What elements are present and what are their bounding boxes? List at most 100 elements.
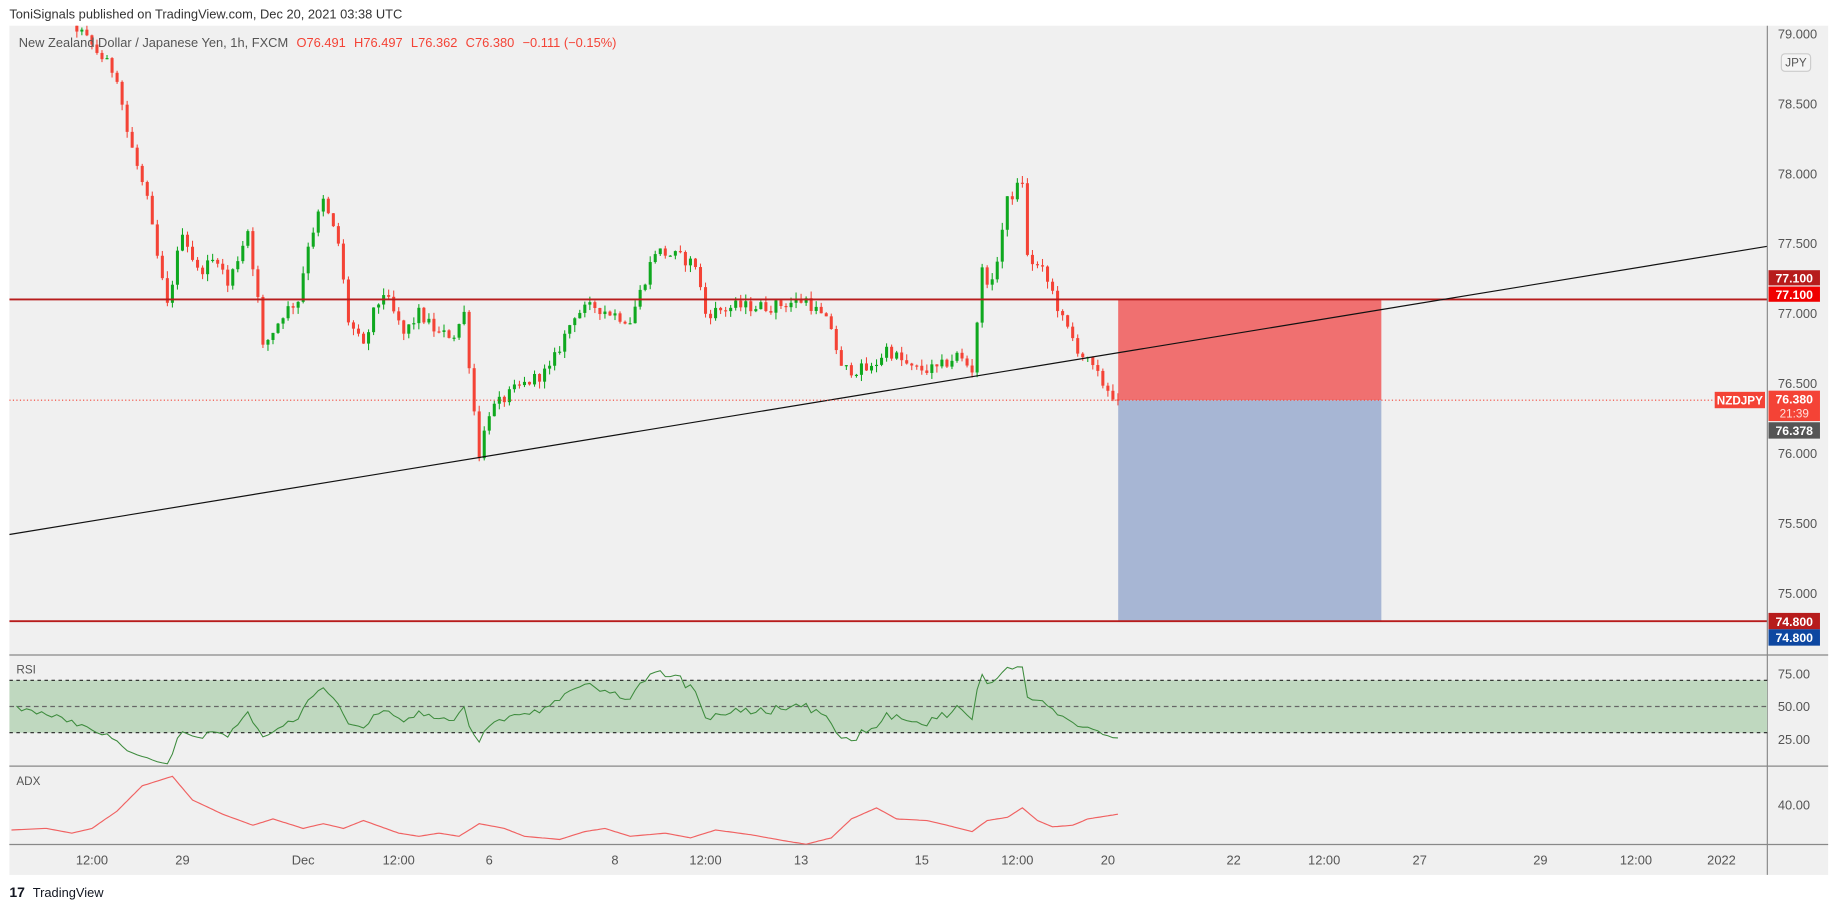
candle-body — [502, 396, 506, 403]
candle-body — [839, 350, 843, 366]
candle-body — [145, 182, 149, 196]
candle-body — [135, 147, 139, 166]
candle-body — [125, 104, 129, 132]
candle-body — [1076, 338, 1080, 354]
candle-body — [744, 301, 748, 308]
candle-body — [507, 389, 511, 403]
tradingview-logo-icon: 17 — [9, 884, 25, 900]
adx-line — [11, 775, 1119, 845]
time-axis[interactable]: 12:00 29 Dec 12:00 6 8 12:00 13 15 12:00 20 22 12:00… — [76, 852, 1736, 867]
candle-body — [115, 72, 119, 82]
candle-body — [407, 324, 411, 334]
candle-body — [885, 346, 889, 358]
rsi-tick-label: 75.00 — [1778, 666, 1810, 681]
candle-body — [1116, 399, 1120, 401]
candle-body — [452, 337, 456, 339]
candle-body — [1005, 196, 1009, 230]
price-axis[interactable]: 79.000 78.500 78.000 77.500 77.000 76.500 76.0… — [1778, 26, 1817, 601]
time-tick-label: 27 — [1413, 852, 1427, 867]
candle-body — [558, 351, 562, 353]
candle-body — [266, 339, 270, 345]
candle-body — [105, 58, 109, 60]
legend-open: O76.491 — [296, 35, 345, 50]
candle-body — [1091, 357, 1095, 366]
candle-body — [754, 309, 758, 312]
candle-body — [1071, 326, 1075, 339]
take-profit-zone[interactable] — [1118, 400, 1382, 622]
candle-body — [613, 313, 617, 316]
candle-body — [849, 365, 853, 376]
candle-body — [447, 330, 451, 338]
candle-body — [110, 58, 114, 73]
badge-text: 77.100 — [1775, 288, 1813, 302]
candle-body — [698, 267, 703, 288]
candle-body — [211, 259, 215, 262]
candles — [75, 25, 1120, 462]
currency-button[interactable]: JPY — [1780, 53, 1812, 72]
candle-body — [920, 365, 924, 371]
candle-body — [377, 304, 381, 308]
candle-body — [95, 44, 99, 53]
candle-body — [487, 416, 491, 431]
badge-lower-line-2: 74.800 — [1768, 629, 1820, 646]
candle-body — [538, 373, 542, 382]
price-tick-label: 78.500 — [1778, 96, 1817, 111]
candle-body — [940, 359, 944, 367]
candle-body — [351, 322, 355, 329]
candle-body — [900, 352, 904, 361]
candle-body — [819, 306, 823, 314]
candle-body — [1061, 311, 1065, 316]
stop-loss-zone[interactable] — [1118, 299, 1382, 401]
price-tick-label: 75.000 — [1778, 586, 1817, 601]
candle-body — [729, 307, 733, 312]
badge-upper-line-2: 77.100 — [1768, 286, 1820, 302]
time-tick-label: 12:00 — [1308, 852, 1340, 867]
candle-body — [734, 300, 738, 308]
candle-body — [960, 352, 964, 359]
tradingview-logo[interactable]: 17 TradingView — [9, 884, 104, 900]
candle-body — [683, 252, 687, 266]
candle-body — [890, 346, 894, 359]
candle-body — [794, 298, 798, 303]
symbol-badge: NZDJPY — [1714, 391, 1765, 409]
candle-body — [925, 370, 929, 373]
candle-body — [603, 311, 607, 315]
candle-body — [432, 318, 436, 332]
trendline[interactable] — [9, 245, 1768, 536]
candle-body — [392, 296, 396, 312]
candle-body — [844, 365, 848, 367]
candle-body — [120, 81, 124, 105]
candle-body — [568, 325, 572, 334]
candle-body — [75, 25, 79, 32]
rsi-pane[interactable] — [9, 666, 1768, 765]
candle-body — [905, 360, 909, 364]
candle-body — [336, 226, 340, 244]
candle-body — [482, 430, 486, 459]
adx-pane[interactable] — [11, 775, 1119, 845]
candle-body — [341, 243, 345, 280]
candle-body — [824, 313, 828, 317]
candle-body — [915, 365, 919, 367]
bid-price-badge: 76.378 — [1768, 422, 1820, 439]
candle-body — [1111, 390, 1115, 400]
adx-title: ADX — [16, 775, 40, 788]
candle-body — [749, 301, 753, 312]
candle-body — [130, 131, 134, 148]
candle-body — [719, 307, 723, 311]
time-tick-label: 22 — [1226, 852, 1240, 867]
symbol-legend[interactable]: New Zealand Dollar / Japanese Yen, 1h, F… — [19, 35, 617, 50]
candle-body — [633, 306, 637, 324]
candle-body — [799, 298, 803, 303]
candle-body — [875, 364, 879, 367]
candle-body — [221, 263, 225, 270]
candle-body — [226, 269, 230, 286]
legend-symbol: New Zealand Dollar / Japanese Yen, 1h, F… — [19, 35, 288, 50]
candle-body — [311, 232, 315, 247]
candle-body — [628, 323, 632, 325]
candle-body — [804, 298, 808, 303]
candle-body — [261, 296, 265, 345]
candle-body — [201, 267, 205, 275]
candle-body — [281, 318, 285, 324]
price-pane[interactable] — [9, 0, 1768, 623]
